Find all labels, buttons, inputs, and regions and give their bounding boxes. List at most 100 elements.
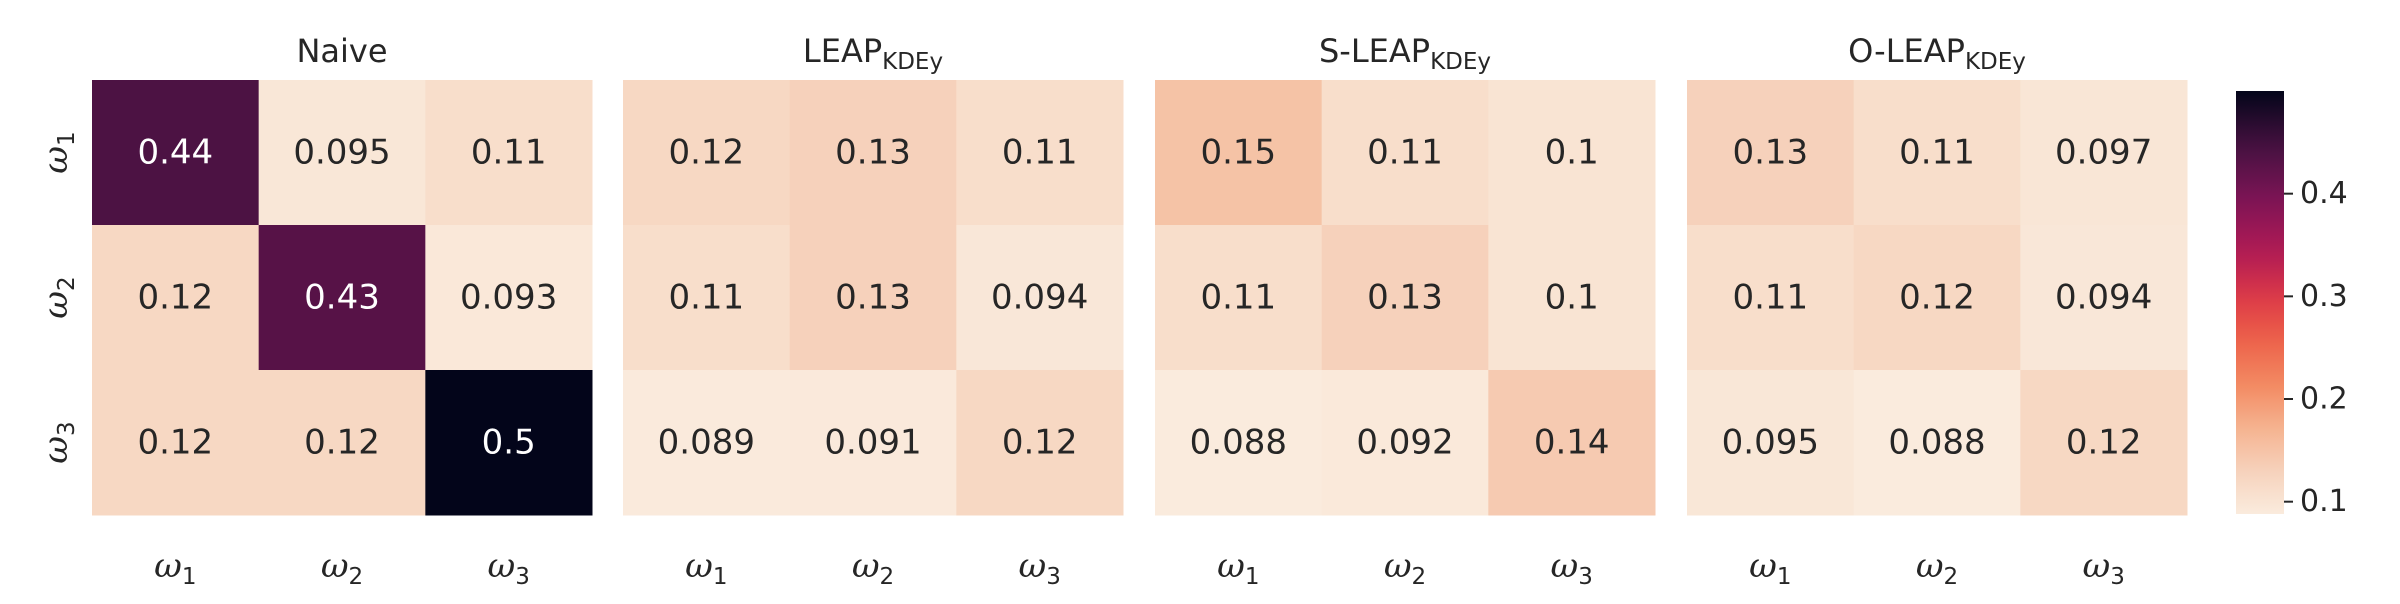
cell-value-label: 0.15 [1200, 133, 1276, 173]
heatmap-panel: O-LEAPKDEy 0.13 0.11 0.097 0.11 0.12 0.094 0.09… [1687, 32, 2188, 590]
cell-value-label: 0.094 [991, 278, 1088, 318]
heatmap-cell [623, 225, 791, 371]
heatmap-cell [1687, 225, 1855, 371]
heatmap-cell [1687, 80, 1855, 226]
heatmap-cell [1321, 225, 1489, 371]
heatmap-cell [1155, 80, 1323, 226]
heatmap-cell [425, 225, 593, 371]
cell-value-label: 0.13 [1732, 133, 1808, 173]
heatmap-cell [1853, 80, 2021, 226]
heatmap-cell [258, 80, 426, 226]
cell-value-label: 0.12 [1899, 278, 1975, 318]
heatmap-cell [1853, 370, 2021, 516]
x-tick-label: ω1 [685, 546, 727, 590]
panel-title: LEAPKDEy [803, 32, 943, 75]
heatmap-cell [1687, 370, 1855, 516]
cell-value-label: 0.088 [1190, 423, 1287, 463]
cell-value-label: 0.13 [835, 133, 911, 173]
heatmap-cell [1155, 370, 1323, 516]
cell-value-label: 0.11 [1200, 278, 1276, 318]
x-tick-label: ω1 [154, 546, 196, 590]
cell-value-label: 0.091 [824, 423, 921, 463]
heatmap-cell [1488, 225, 1656, 371]
x-tick-label: ω3 [1018, 546, 1060, 590]
x-tick-label: ω2 [321, 546, 363, 590]
cell-value-label: 0.13 [1367, 278, 1443, 318]
heatmap-cell [956, 80, 1124, 226]
cell-value-label: 0.093 [460, 278, 557, 318]
colorbar-tick-label: 0.4 [2300, 176, 2348, 211]
heatmap-cell [1321, 80, 1489, 226]
heatmap-cell [2020, 225, 2188, 371]
colorbar: 0.1 0.2 0.3 0.4 [2236, 91, 2348, 519]
x-tick-label: ω3 [487, 546, 529, 590]
heatmap-cell [2020, 80, 2188, 226]
x-tick-label: ω3 [1550, 546, 1592, 590]
cell-value-label: 0.43 [304, 278, 380, 318]
cell-value-label: 0.44 [137, 133, 213, 173]
cell-value-label: 0.12 [137, 278, 213, 318]
heatmap-cell [1155, 225, 1323, 371]
y-tick-label: ω1 [36, 131, 80, 173]
x-tick-label: ω1 [1749, 546, 1791, 590]
cell-value-label: 0.13 [835, 278, 911, 318]
heatmap-cell [1488, 370, 1656, 516]
colorbar-tick-label: 0.1 [2300, 484, 2348, 519]
cell-value-label: 0.12 [668, 133, 744, 173]
heatmap-panel: LEAPKDEy 0.12 0.13 0.11 0.11 0.13 0.094 0.089 0.… [623, 32, 1124, 590]
heatmap-cell [425, 80, 593, 226]
cell-value-label: 0.5 [482, 423, 536, 463]
heatmap-panel: S-LEAPKDEy 0.15 0.11 0.1 0.11 0.13 0.1 0.088 0.0… [1155, 32, 1656, 590]
heatmap-cell [1488, 80, 1656, 226]
cell-value-label: 0.12 [304, 423, 380, 463]
cell-value-label: 0.11 [668, 278, 744, 318]
heatmap-cell [623, 370, 791, 516]
heatmap-cell [92, 225, 260, 371]
heatmap-cell [2020, 370, 2188, 516]
cell-value-label: 0.088 [1888, 423, 1985, 463]
cell-value-label: 0.12 [1002, 423, 1078, 463]
heatmap-cell [1853, 225, 2021, 371]
cell-value-label: 0.1 [1545, 133, 1599, 173]
cell-value-label: 0.089 [658, 423, 755, 463]
heatmap-cell [956, 225, 1124, 371]
cell-value-label: 0.11 [1899, 133, 1975, 173]
panel-title: S-LEAPKDEy [1319, 32, 1491, 75]
cell-value-label: 0.092 [1356, 423, 1453, 463]
heatmap-cell [789, 370, 957, 516]
heatmap-cell [258, 370, 426, 516]
cell-value-label: 0.097 [2055, 133, 2152, 173]
x-tick-label: ω2 [852, 546, 894, 590]
cell-value-label: 0.11 [1732, 278, 1808, 318]
cell-value-label: 0.11 [1002, 133, 1078, 173]
cell-value-label: 0.11 [1367, 133, 1443, 173]
heatmap-cell [92, 370, 260, 516]
panel-title: O-LEAPKDEy [1848, 32, 2026, 75]
heatmap-cell [956, 370, 1124, 516]
colorbar-tick-label: 0.3 [2300, 279, 2348, 314]
cell-value-label: 0.11 [471, 133, 547, 173]
y-tick-label: ω2 [36, 276, 80, 318]
heatmap-panel: Naive 0.44 0.095 0.11 0.12 0.43 0.093 0.12 0.12 0… [92, 32, 593, 590]
x-tick-label: ω3 [2082, 546, 2124, 590]
colorbar-gradient [2236, 91, 2284, 514]
cell-value-label: 0.12 [137, 423, 213, 463]
y-axis-ticks: ω1 ω2 ω3 [36, 131, 80, 463]
cell-value-label: 0.1 [1545, 278, 1599, 318]
x-tick-label: ω2 [1384, 546, 1426, 590]
cell-value-label: 0.12 [2066, 423, 2142, 463]
colorbar-tick-label: 0.2 [2300, 382, 2348, 417]
cell-value-label: 0.095 [1722, 423, 1819, 463]
cell-value-label: 0.094 [2055, 278, 2152, 318]
heatmap-cell [789, 80, 957, 226]
y-tick-label: ω3 [36, 421, 80, 463]
cell-value-label: 0.095 [293, 133, 390, 173]
cell-value-label: 0.14 [1534, 423, 1610, 463]
x-tick-label: ω1 [1217, 546, 1259, 590]
heatmap-cell [1321, 370, 1489, 516]
panel-title: Naive [296, 32, 387, 70]
heatmap-cell [789, 225, 957, 371]
heatmap-cell [425, 370, 593, 516]
